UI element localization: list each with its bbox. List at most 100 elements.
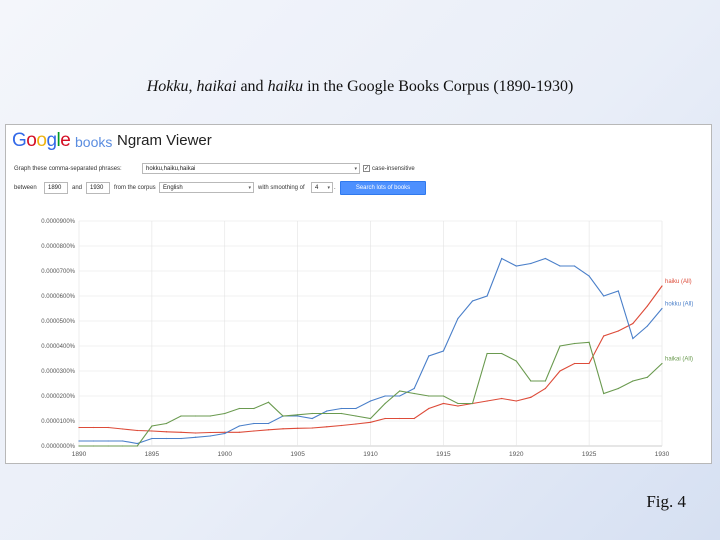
series-label-haiku: haiku (All)	[665, 279, 692, 285]
data-point-haikai	[573, 342, 576, 345]
data-point-haiku	[107, 426, 109, 429]
title-part: in the Google Books Corpus (1890-1930)	[303, 78, 574, 95]
chevron-down-icon: ▾	[327, 185, 330, 191]
data-point-hokku	[369, 400, 372, 402]
data-point-hokku	[107, 440, 109, 442]
data-point-haiku	[399, 417, 401, 420]
data-point-haikai	[603, 392, 605, 395]
data-point-haikai	[646, 376, 649, 378]
data-point-haiku	[486, 400, 488, 402]
data-point-haikai	[588, 341, 590, 343]
data-point-haikai	[384, 402, 386, 405]
slide-title: Hokku, haikai and haiku in the Google Bo…	[0, 78, 720, 96]
end-year-input[interactable]: 1930	[86, 182, 110, 194]
data-point-haiku	[180, 431, 182, 433]
data-point-haikai	[165, 422, 168, 425]
chevron-down-icon: ▾	[248, 185, 251, 191]
data-point-hokku	[151, 437, 153, 440]
data-point-haiku	[92, 426, 95, 429]
data-point-haikai	[78, 445, 80, 447]
data-point-haikai	[544, 380, 547, 382]
data-point-haikai	[180, 415, 182, 417]
data-point-haikai	[107, 445, 109, 447]
title-part: ,	[188, 78, 197, 95]
chevron-down-icon: ▾	[354, 166, 357, 172]
y-tick-label: 0.0000500%	[41, 319, 75, 325]
data-point-haiku	[530, 396, 532, 398]
data-point-hokku	[297, 415, 299, 417]
data-point-hokku	[165, 437, 168, 440]
data-point-haiku	[588, 362, 590, 365]
logo-letter: G	[12, 130, 27, 151]
smoothing-label: with smoothing of	[258, 185, 305, 191]
data-point-hokku	[486, 295, 488, 297]
data-point-haikai	[515, 360, 517, 362]
data-point-haikai	[195, 415, 197, 417]
logo-letter: o	[36, 130, 47, 151]
ngram-viewer-screenshot: Google books Ngram Viewer Graph these co…	[5, 124, 712, 464]
data-point-haiku	[209, 431, 211, 434]
data-point-haiku	[253, 430, 255, 432]
data-point-haikai	[92, 445, 95, 447]
data-point-haikai	[355, 415, 357, 417]
data-point-haiku	[282, 428, 284, 430]
logo-books-text: books	[75, 134, 113, 150]
figure-label: Fig. 4	[646, 492, 686, 511]
y-tick-label: 0.0000400%	[41, 344, 75, 350]
end-year-value: 1930	[90, 185, 104, 191]
data-point-haikai	[311, 412, 313, 415]
y-tick-label: 0.0000800%	[41, 244, 75, 250]
data-point-haikai	[282, 415, 284, 417]
data-point-hokku	[311, 417, 313, 420]
data-point-haiku	[355, 423, 357, 425]
data-point-haikai	[559, 345, 561, 347]
data-point-haiku	[661, 285, 663, 287]
data-point-haiku	[369, 421, 372, 423]
y-tick-label: 0.0000300%	[41, 369, 75, 375]
data-point-hokku	[661, 307, 663, 310]
data-point-hokku	[384, 395, 386, 397]
data-point-haikai	[267, 401, 270, 403]
data-point-haikai	[238, 407, 240, 410]
data-point-haiku	[603, 335, 605, 337]
data-point-hokku	[646, 325, 649, 327]
x-tick-label: 1920	[509, 451, 524, 458]
data-point-haiku	[311, 427, 313, 429]
data-point-haiku	[195, 432, 197, 434]
logo-letter: l	[56, 130, 61, 151]
data-point-haiku	[384, 417, 386, 420]
data-point-haiku	[165, 431, 168, 433]
data-point-haiku	[78, 426, 80, 429]
data-point-hokku	[355, 407, 357, 410]
title-part: haiku	[267, 78, 304, 95]
data-point-hokku	[399, 395, 401, 397]
data-point-hokku	[617, 290, 619, 292]
phrases-input[interactable]: hokku,haiku,haikai ▾	[142, 163, 360, 174]
data-point-hokku	[267, 422, 270, 425]
data-point-haiku	[442, 402, 444, 405]
data-point-hokku	[471, 300, 474, 302]
start-year-input[interactable]: 1890	[44, 182, 68, 194]
data-point-hokku	[326, 410, 328, 412]
y-tick-label: 0.0000600%	[41, 294, 75, 300]
data-point-hokku	[122, 440, 124, 442]
search-button[interactable]: Search lots of books	[340, 181, 426, 195]
corpus-select[interactable]: English ▾	[159, 182, 254, 193]
data-point-hokku	[238, 425, 240, 427]
data-point-haiku	[122, 428, 124, 430]
start-year-value: 1890	[48, 185, 62, 191]
data-point-hokku	[209, 435, 211, 437]
data-point-haikai	[224, 412, 226, 415]
data-point-haikai	[151, 425, 153, 427]
smoothing-select[interactable]: 4 ▾	[311, 182, 333, 193]
data-point-haiku	[326, 426, 328, 428]
data-point-haiku	[515, 400, 517, 402]
case-insensitive-checkbox[interactable]: ✓	[363, 165, 370, 172]
data-point-haiku	[501, 397, 503, 400]
data-point-haikai	[486, 352, 488, 355]
data-point-haiku	[224, 431, 226, 433]
app-name: Ngram Viewer	[117, 132, 212, 149]
google-logo: Google	[12, 130, 71, 152]
data-point-hokku	[559, 265, 561, 267]
data-point-haikai	[297, 414, 299, 416]
